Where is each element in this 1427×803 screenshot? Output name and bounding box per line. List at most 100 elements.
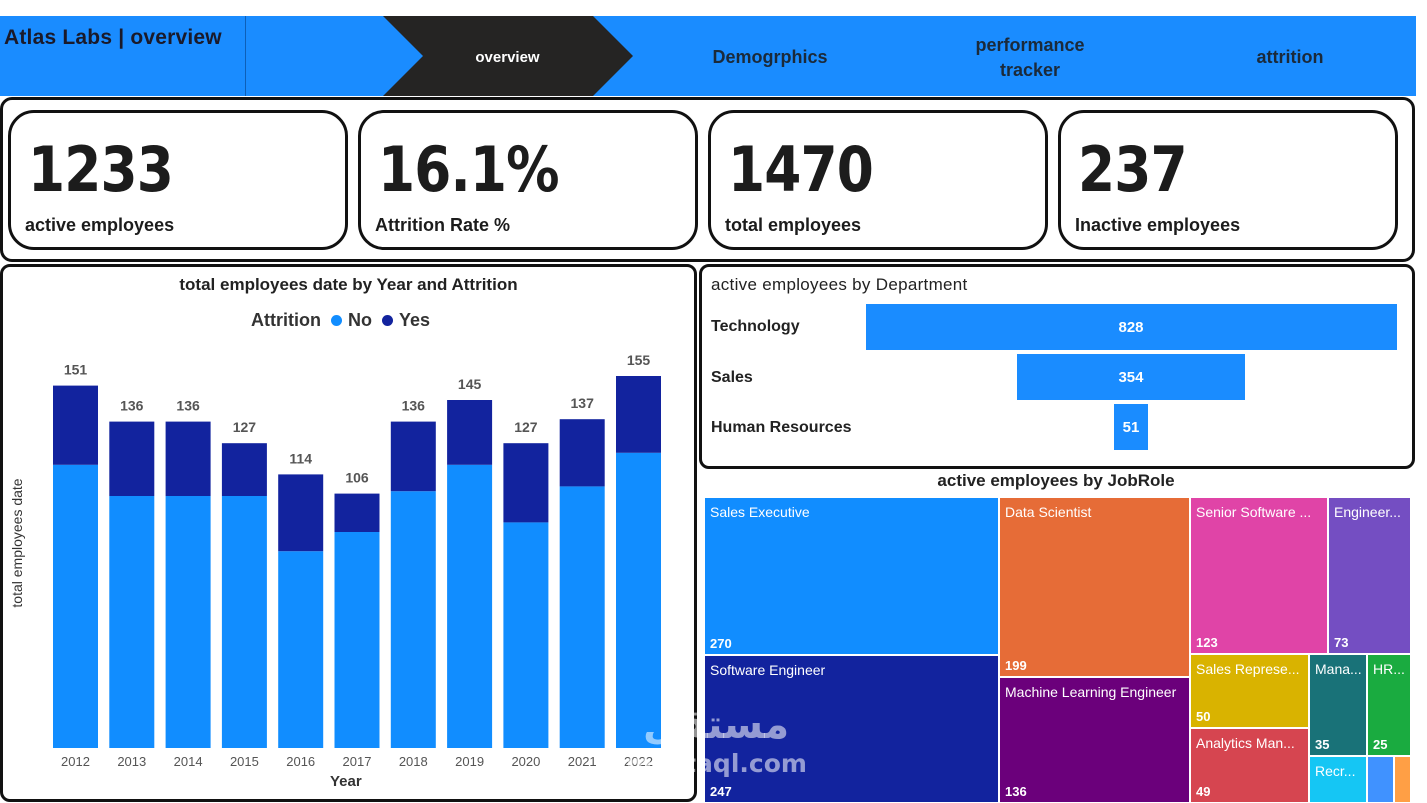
tile-value: 199 xyxy=(1005,658,1027,673)
tab-overview[interactable]: overview xyxy=(475,49,540,66)
legend-no-dot xyxy=(330,315,342,326)
kpi-value: 1470 xyxy=(728,133,874,206)
bar-no-2016[interactable] xyxy=(278,551,324,748)
data-label-2021: 137 xyxy=(571,395,595,411)
kpi-card-active-employees: 1233 active employees xyxy=(8,110,348,250)
kpi-label: Inactive employees xyxy=(1075,215,1241,235)
dept-bar-technology[interactable]: 828 xyxy=(865,304,1397,350)
tab-attrition[interactable]: attrition xyxy=(1256,47,1324,67)
bar-no-2017[interactable] xyxy=(334,532,380,748)
kpi-value: 16.1% xyxy=(378,133,560,206)
kpi-label: active employees xyxy=(25,215,175,235)
x-tick-2018: 2018 xyxy=(399,754,428,769)
bar-no-2018[interactable] xyxy=(390,491,436,748)
data-label-2018: 136 xyxy=(402,398,426,414)
treemap-tile-software-engineer[interactable]: Software Engineer 247 xyxy=(704,655,999,803)
tab-performance-tracker[interactable]: performance tracker xyxy=(975,35,1085,80)
tile-label: Mana... xyxy=(1315,661,1362,677)
bar-yes-2021[interactable] xyxy=(559,419,605,487)
x-tick-2015: 2015 xyxy=(230,754,259,769)
bar-yes-2015[interactable] xyxy=(221,443,267,496)
x-tick-2012: 2012 xyxy=(61,754,90,769)
bar-yes-2014[interactable] xyxy=(165,421,211,496)
tile-label: Data Scientist xyxy=(1005,504,1092,520)
bar-no-2019[interactable] xyxy=(447,464,493,748)
x-tick-2022: 2022 xyxy=(624,754,653,769)
tile-label: HR... xyxy=(1373,661,1405,677)
tile-value: 35 xyxy=(1315,737,1330,752)
data-label-2019: 145 xyxy=(458,376,482,392)
kpi-value: 237 xyxy=(1078,133,1188,206)
tile-label: Analytics Man... xyxy=(1196,735,1295,751)
dept-label-human-resources: Human Resources xyxy=(711,419,852,436)
top-nav-bar xyxy=(0,16,1416,96)
tile-value: 49 xyxy=(1196,784,1211,799)
bar-no-2014[interactable] xyxy=(165,496,211,748)
bar-no-2020[interactable] xyxy=(503,522,549,748)
title-divider xyxy=(245,16,246,96)
bar-yes-2012[interactable] xyxy=(53,385,98,465)
tile-label: Senior Software ... xyxy=(1196,504,1312,520)
treemap-tile-small-1[interactable] xyxy=(1367,756,1394,803)
x-tick-2013: 2013 xyxy=(117,754,146,769)
dept-bar-human-resources[interactable]: 51 xyxy=(1114,404,1148,450)
bar-yes-2020[interactable] xyxy=(503,443,549,523)
x-tick-2019: 2019 xyxy=(455,754,484,769)
treemap-tile-analytics-manager[interactable]: Analytics Man... 49 xyxy=(1190,728,1309,803)
tile-value: 136 xyxy=(1005,784,1027,799)
legend-yes-dot xyxy=(381,315,393,326)
dept-label-sales: Sales xyxy=(711,369,753,386)
tile-value: 247 xyxy=(710,784,732,799)
x-tick-2017: 2017 xyxy=(343,754,372,769)
legend-no-label[interactable]: No xyxy=(347,310,372,330)
department-title: active employees by Department xyxy=(711,275,968,294)
bar-yes-2022[interactable] xyxy=(616,376,661,453)
bar-no-2015[interactable] xyxy=(221,496,267,748)
treemap-tile-senior-software-engineer[interactable]: Senior Software ... 123 xyxy=(1190,497,1328,654)
kpi-label: Attrition Rate % xyxy=(375,215,510,235)
treemap-tile-data-scientist[interactable]: Data Scientist 199 xyxy=(999,497,1190,677)
tile-label: Sales Executive xyxy=(710,504,810,520)
tab-demographics[interactable]: Demogrphics xyxy=(712,47,828,67)
x-tick-2016: 2016 xyxy=(286,754,315,769)
bar-yes-2013[interactable] xyxy=(109,421,155,496)
data-label-2016: 114 xyxy=(289,450,312,466)
tile-value: 50 xyxy=(1196,709,1211,724)
data-label-2020: 127 xyxy=(514,419,538,435)
data-label-2013: 136 xyxy=(120,398,144,414)
year-attrition-bar-chart: 151 2012 136 2013 136 2014 127 2015 114 2016 106 20… xyxy=(53,352,661,769)
treemap-tile-hr[interactable]: HR... 25 xyxy=(1367,654,1411,756)
treemap-tile-sales-representative[interactable]: Sales Represe... 50 xyxy=(1190,654,1309,728)
bar-no-2013[interactable] xyxy=(109,496,155,748)
kpi-card-inactive-employees: 237 Inactive employees xyxy=(1058,110,1398,250)
tile-value: 73 xyxy=(1334,635,1349,650)
data-label-2012: 151 xyxy=(64,362,88,378)
year-chart-title: total employees date by Year and Attriti… xyxy=(179,275,518,294)
kpi-label: total employees xyxy=(725,215,862,235)
kpi-value: 1233 xyxy=(28,133,174,206)
dept-bar-sales[interactable]: 354 xyxy=(1017,354,1245,400)
chart-legend: Attrition No Yes xyxy=(251,310,430,331)
treemap-tile-recruiter[interactable]: Recr... xyxy=(1309,756,1367,803)
bar-no-2012[interactable] xyxy=(53,464,98,748)
tile-label: Sales Represe... xyxy=(1196,661,1300,677)
treemap-tile-machine-learning-engineer[interactable]: Machine Learning Engineer 136 xyxy=(999,677,1190,803)
bar-yes-2016[interactable] xyxy=(278,474,324,552)
bar-no-2021[interactable] xyxy=(559,486,605,748)
tile-label: Engineer... xyxy=(1334,504,1401,520)
tile-label: Software Engineer xyxy=(710,662,826,678)
bar-no-2022[interactable] xyxy=(616,452,661,748)
treemap-tile-engineering-manager[interactable]: Engineer... 73 xyxy=(1328,497,1411,654)
bar-yes-2019[interactable] xyxy=(447,400,493,465)
bar-yes-2018[interactable] xyxy=(390,421,436,492)
bar-yes-2017[interactable] xyxy=(334,493,380,532)
kpi-card-total-employees: 1470 total employees xyxy=(708,110,1048,250)
treemap-tile-manager[interactable]: Mana... 35 xyxy=(1309,654,1367,756)
legend-yes-label[interactable]: Yes xyxy=(398,310,431,330)
app-title: Atlas Labs | overview xyxy=(4,26,222,49)
data-label-2014: 136 xyxy=(176,398,200,414)
treemap-tile-small-2[interactable] xyxy=(1394,756,1411,803)
active-tab-arrow xyxy=(383,16,633,96)
tile-label: Recr... xyxy=(1315,763,1356,779)
treemap-tile-sales-executive[interactable]: Sales Executive 270 xyxy=(704,497,999,655)
